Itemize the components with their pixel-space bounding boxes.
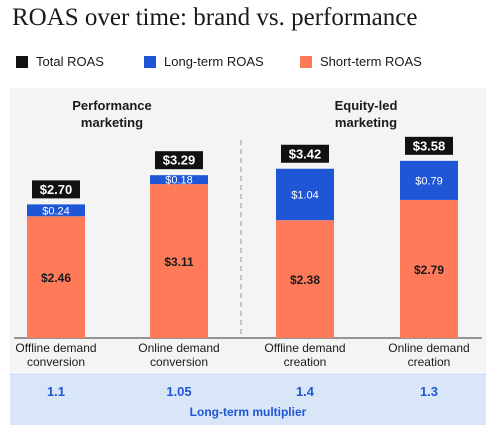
bar-short-term	[400, 199, 458, 338]
category-label: creation	[408, 355, 451, 369]
total-value-label: $3.29	[163, 153, 196, 168]
long-term-value-label: $0.79	[415, 175, 443, 187]
legend-swatch-short-term	[300, 56, 312, 68]
bar-long-term	[150, 175, 208, 185]
category-label: Offline demand	[15, 341, 96, 355]
long-term-value-label: $0.18	[165, 175, 193, 187]
category-label: conversion	[150, 355, 208, 369]
short-term-value-label: $2.46	[41, 271, 71, 285]
long-term-value-label: $1.04	[291, 189, 319, 201]
total-badge	[32, 180, 80, 199]
legend-label-long-term: Long-term ROAS	[164, 54, 264, 69]
multiplier-value: 1.3	[419, 384, 439, 399]
short-term-value-label: $2.79	[414, 263, 444, 277]
category-label: Online demand	[388, 341, 469, 355]
bar-short-term	[276, 220, 334, 338]
total-value-label: $2.70	[40, 182, 73, 197]
legend-label-short-term: Short-term ROAS	[320, 54, 422, 69]
legend-swatch-total	[16, 56, 28, 68]
group-heading: Equity-led	[335, 98, 398, 113]
legend-label-total: Total ROAS	[36, 54, 104, 69]
category-label: Online demand	[138, 341, 219, 355]
group-heading: marketing	[335, 115, 397, 130]
multiplier-value: 1.05	[166, 384, 192, 399]
short-term-value-label: $2.38	[290, 273, 320, 287]
total-value-label: $3.58	[413, 138, 446, 153]
multiplier-value: 1.4	[295, 384, 315, 399]
short-term-value-label: $3.11	[164, 255, 194, 269]
legend-swatch-long-term	[144, 56, 156, 68]
chart-title: ROAS over time: brand vs. performance	[12, 4, 418, 31]
bar-long-term	[400, 160, 458, 200]
total-badge	[281, 144, 329, 163]
bar-long-term	[276, 168, 334, 221]
multiplier-strip: 1.1 1.05 1.4 1.3 Long-term multiplier	[10, 373, 486, 425]
stacked-bar-chart: Performance marketing Equity-led marketing $…	[14, 98, 482, 369]
chart-panel: Performance marketing Equity-led marketing $…	[10, 88, 486, 372]
category-label: Offline demand	[264, 341, 345, 355]
total-badge	[155, 151, 203, 170]
total-value-label: $3.42	[289, 146, 322, 161]
group-heading: marketing	[81, 115, 143, 130]
bar-short-term	[150, 184, 208, 338]
category-label: creation	[284, 355, 327, 369]
bar-short-term	[27, 216, 85, 338]
multiplier-value: 1.1	[46, 384, 66, 399]
category-label: conversion	[27, 355, 85, 369]
long-term-value-label: $0.24	[42, 205, 70, 217]
bar-long-term	[27, 204, 85, 217]
multiplier-caption: Long-term multiplier	[189, 405, 307, 419]
total-badge	[405, 136, 453, 155]
group-heading: Performance	[72, 98, 151, 113]
